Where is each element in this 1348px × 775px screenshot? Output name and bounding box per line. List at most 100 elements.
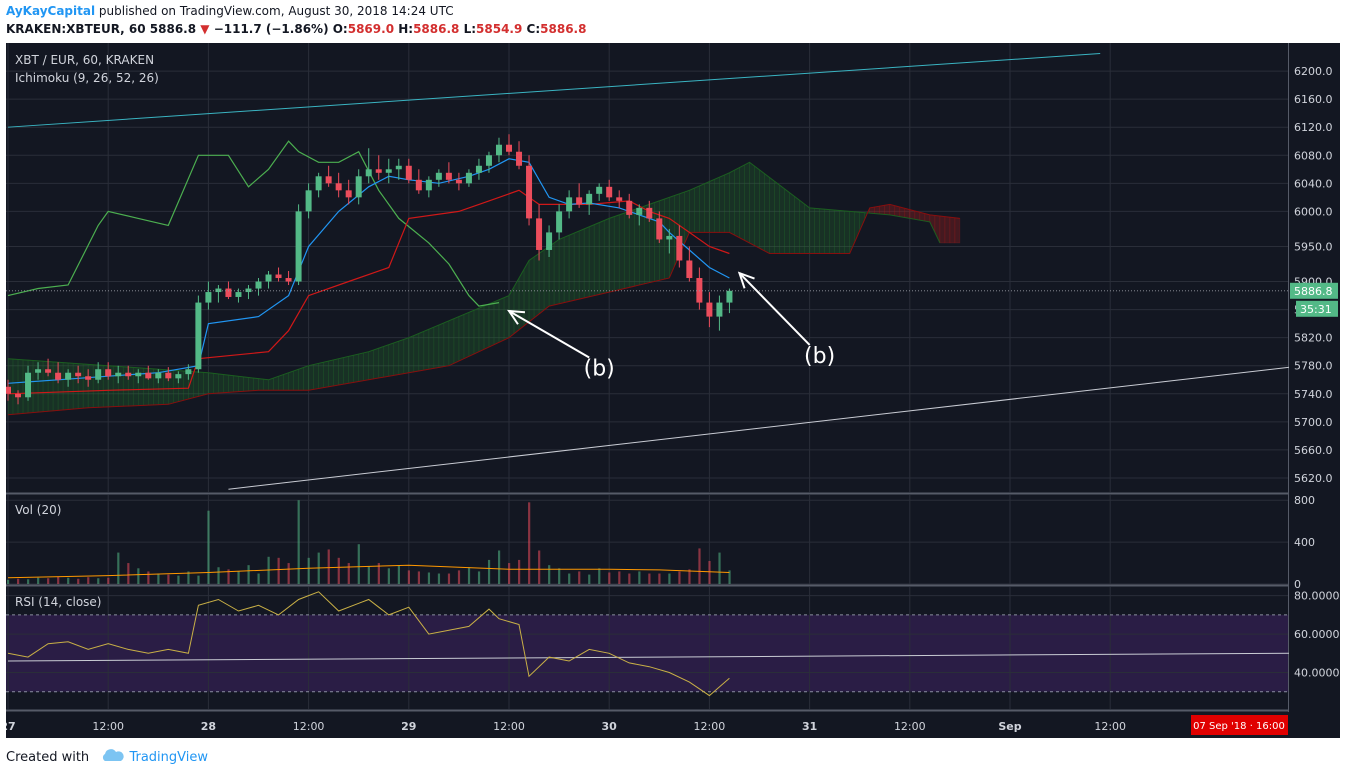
volume-label[interactable]: Vol (20)	[15, 503, 61, 517]
candle[interactable]	[465, 169, 472, 187]
volume-bar[interactable]	[668, 573, 671, 584]
candle[interactable]	[95, 362, 102, 384]
volume-bar[interactable]	[257, 573, 260, 584]
candle[interactable]	[475, 158, 482, 180]
volume-bar[interactable]	[477, 571, 481, 584]
volume-bar[interactable]	[497, 550, 501, 584]
candle[interactable]	[445, 162, 452, 184]
candle[interactable]	[385, 158, 392, 184]
candle[interactable]	[506, 134, 512, 156]
candle[interactable]	[25, 365, 32, 401]
candle[interactable]	[165, 367, 172, 382]
candle[interactable]	[6, 379, 11, 401]
candle[interactable]	[235, 288, 242, 303]
candle[interactable]	[485, 151, 492, 173]
candle[interactable]	[155, 369, 162, 384]
candle[interactable]	[195, 295, 202, 373]
volume-bar[interactable]	[77, 578, 80, 584]
candle[interactable]	[75, 365, 82, 384]
candle[interactable]	[676, 225, 683, 268]
volume-bar[interactable]	[67, 577, 70, 584]
candle[interactable]	[686, 246, 693, 282]
volume-bar[interactable]	[518, 559, 521, 584]
candle[interactable]	[275, 267, 282, 282]
volume-bar[interactable]	[187, 571, 190, 584]
volume-bar[interactable]	[558, 568, 561, 584]
candle[interactable]	[135, 369, 142, 384]
candle[interactable]	[335, 172, 342, 198]
volume-bar[interactable]	[97, 578, 100, 584]
candle[interactable]	[395, 158, 402, 180]
volume-bar[interactable]	[197, 575, 200, 584]
volume-bar[interactable]	[698, 548, 701, 584]
volume-bar[interactable]	[397, 565, 400, 584]
volume-bar[interactable]	[167, 574, 170, 584]
volume-bar[interactable]	[618, 571, 621, 584]
candle[interactable]	[586, 190, 593, 215]
volume-bar[interactable]	[407, 570, 410, 584]
volume-bar[interactable]	[437, 573, 441, 584]
volume-bar[interactable]	[377, 563, 380, 584]
candle[interactable]	[646, 200, 653, 222]
volume-bar[interactable]	[457, 570, 461, 584]
candle[interactable]	[626, 193, 633, 219]
volume-bar[interactable]	[157, 573, 160, 584]
candle[interactable]	[726, 288, 733, 314]
volume-bar[interactable]	[658, 573, 661, 584]
volume-bar[interactable]	[337, 557, 340, 584]
volume-bar[interactable]	[147, 571, 150, 584]
candle[interactable]	[175, 371, 182, 384]
candle[interactable]	[125, 365, 132, 380]
volume-bar[interactable]	[718, 552, 721, 584]
volume-bar[interactable]	[277, 557, 280, 584]
trendline-1[interactable]	[7, 53, 1101, 128]
candle[interactable]	[596, 183, 603, 201]
volume-bar[interactable]	[598, 568, 601, 584]
volume-bar[interactable]	[247, 565, 250, 584]
tradingview-link[interactable]: TradingView	[129, 750, 208, 765]
candle[interactable]	[495, 137, 502, 163]
candle[interactable]	[115, 365, 122, 384]
volume-bar[interactable]	[528, 502, 531, 584]
volume-bar[interactable]	[217, 567, 220, 584]
candle[interactable]	[35, 362, 42, 380]
candle[interactable]	[696, 267, 703, 310]
candle[interactable]	[355, 169, 362, 205]
volume-bar[interactable]	[578, 571, 581, 584]
volume-bar[interactable]	[648, 573, 651, 584]
candle[interactable]	[716, 295, 723, 331]
volume-bar[interactable]	[367, 566, 370, 584]
volume-bar[interactable]	[688, 569, 691, 584]
candle[interactable]	[455, 172, 462, 191]
volume-bar[interactable]	[357, 544, 360, 584]
volume-bar[interactable]	[117, 552, 120, 584]
candle[interactable]	[285, 271, 292, 286]
candle[interactable]	[636, 204, 643, 226]
volume-bar[interactable]	[87, 577, 90, 584]
candle[interactable]	[606, 179, 613, 201]
candle[interactable]	[325, 165, 332, 187]
candle[interactable]	[225, 281, 232, 300]
candle[interactable]	[516, 141, 523, 170]
volume-bar[interactable]	[107, 577, 110, 584]
volume-bar[interactable]	[588, 574, 591, 584]
volume-bar[interactable]	[17, 578, 20, 584]
candle[interactable]	[45, 358, 52, 377]
candle[interactable]	[546, 225, 553, 257]
volume-bar[interactable]	[137, 568, 140, 584]
candle[interactable]	[305, 183, 312, 219]
candle[interactable]	[415, 169, 422, 194]
candle[interactable]	[295, 204, 302, 286]
volume-bar[interactable]	[467, 567, 471, 584]
ichimoku-label[interactable]: Ichimoku (9, 26, 52, 26)	[15, 71, 159, 85]
volume-bar[interactable]	[287, 563, 290, 584]
candle[interactable]	[55, 362, 62, 384]
candle[interactable]	[616, 190, 623, 208]
volume-bar[interactable]	[297, 500, 300, 584]
candle[interactable]	[265, 271, 272, 289]
volume-bar[interactable]	[347, 563, 350, 584]
candle[interactable]	[145, 365, 152, 380]
volume-bar[interactable]	[568, 573, 571, 584]
candle[interactable]	[15, 390, 22, 405]
chart-svg[interactable]: (b) (b) 5620.0 5660.0 5700.0 5740.0 5780.0 582…	[6, 43, 1340, 738]
